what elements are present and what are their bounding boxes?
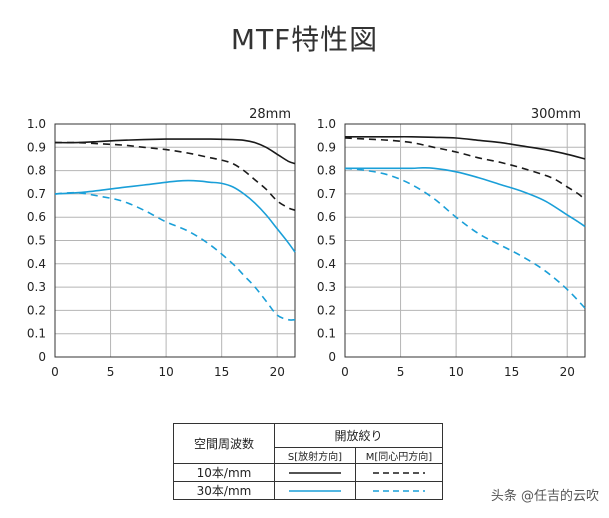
- chart1-ytick-label: 0.4: [27, 257, 46, 271]
- chart2-xtick-label: 5: [397, 365, 405, 379]
- page-title: MTF特性図: [230, 23, 379, 56]
- chart1-xtick-label: 20: [270, 365, 285, 379]
- chart1-series-line-1: [54, 138, 296, 165]
- chart1-frame: [54, 123, 296, 358]
- chart1-ytick-label: 0: [38, 350, 46, 364]
- chart2-series-line-1: [345, 135, 586, 160]
- chart2-ytick-label: 0.8: [317, 164, 336, 178]
- legend-row-30lpmm-label: 30本/mm: [173, 481, 275, 500]
- chart2-ytick-label: 0.5: [317, 234, 336, 248]
- chart2-title: 300mm: [531, 107, 581, 122]
- chart2-ytick-label: 0.9: [317, 140, 336, 154]
- chart1-xtick-label: 15: [214, 365, 229, 379]
- legend-header-meridional: M[同心円方向]: [355, 447, 443, 464]
- chart1-ytick-label: 0.6: [27, 210, 46, 224]
- chart2-ytick-label: 0.4: [317, 257, 336, 271]
- chart1-xtick-label: 10: [158, 365, 173, 379]
- chart2-xtick-label: 15: [504, 365, 519, 379]
- chart2-xtick-label: 0: [341, 365, 349, 379]
- chart2-series-line-2: [344, 137, 586, 201]
- legend-swatch-30-s: [274, 481, 356, 500]
- chart2-xtick-label: 10: [448, 365, 463, 379]
- legend-row-10lpmm-label: 10本/mm: [173, 463, 275, 482]
- chart1-series-line-2: [54, 141, 296, 211]
- chart2-ytick-label: 1.0: [317, 117, 336, 131]
- chart2-ytick-label: 0.3: [317, 280, 336, 294]
- legend-header-sagittal: S[放射方向]: [274, 447, 356, 464]
- chart1-ytick-label: 0.7: [27, 187, 46, 201]
- chart2-ytick-label: 0.2: [317, 303, 336, 317]
- chart1-ytick-label: 0.1: [27, 327, 46, 341]
- chart2-ytick-label: 0: [328, 350, 336, 364]
- chart2-frame: [344, 123, 586, 358]
- chart2-ytick-label: 0.1: [317, 327, 336, 341]
- legend-table: 空間周波数 開放絞り S[放射方向] M[同心円方向] 10本/mm 30本/m…: [173, 423, 443, 500]
- chart1-title: 28mm: [249, 107, 291, 122]
- legend-swatch-30-m: [355, 481, 443, 500]
- chart2-series-line-4: [344, 167, 586, 309]
- legend-header-frequency: 空間周波数: [173, 423, 275, 464]
- chart2-xtick-label: 20: [560, 365, 575, 379]
- chart1-ytick-label: 1.0: [27, 117, 46, 131]
- chart1-ytick-label: 0.9: [27, 140, 46, 154]
- mtf-charts: 0 0.1 0.2 0.3 0.4 0.5 0.6 0.7 0.8 0.9 1.0 0 5 10 15 20 2…: [27, 107, 586, 379]
- chart1-ytick-label: 0.2: [27, 303, 46, 317]
- chart1-series-line-3: [54, 179, 296, 253]
- watermark-text: 头条 @任吉的云吹: [490, 489, 599, 504]
- legend-swatch-10-s: [274, 463, 356, 482]
- chart2-ytick-label: 0.7: [317, 187, 336, 201]
- chart1-xtick-label: 5: [107, 365, 115, 379]
- chart1-ytick-label: 0.8: [27, 164, 46, 178]
- chart1-ytick-label: 0.5: [27, 234, 46, 248]
- chart2-ytick-label: 0.6: [317, 210, 336, 224]
- chart1-series-line-4: [54, 191, 296, 321]
- legend-header-aperture: 開放絞り: [274, 423, 443, 448]
- chart1-ytick-label: 0.3: [27, 280, 46, 294]
- chart1-xtick-label: 0: [51, 365, 59, 379]
- chart2-series-line-3: [345, 166, 586, 228]
- legend-swatch-10-m: [355, 463, 443, 482]
